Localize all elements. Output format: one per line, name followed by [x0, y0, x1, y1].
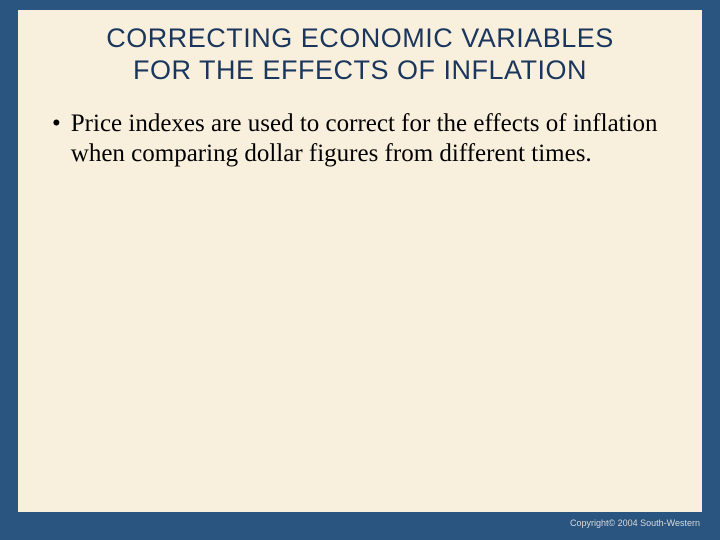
slide-content: • Price indexes are used to correct for …	[18, 101, 702, 170]
title-line-2: FOR THE EFFECTS OF INFLATION	[133, 55, 587, 85]
copyright-footer: Copyright© 2004 South-Western	[570, 518, 700, 528]
slide-title: CORRECTING ECONOMIC VARIABLES FOR THE EF…	[18, 10, 702, 101]
title-line-1: CORRECTING ECONOMIC VARIABLES	[106, 23, 614, 53]
bullet-text: Price indexes are used to correct for th…	[71, 109, 668, 170]
bullet-marker: •	[52, 110, 61, 138]
slide-panel: CORRECTING ECONOMIC VARIABLES FOR THE EF…	[18, 10, 702, 512]
list-item: • Price indexes are used to correct for …	[52, 109, 668, 170]
